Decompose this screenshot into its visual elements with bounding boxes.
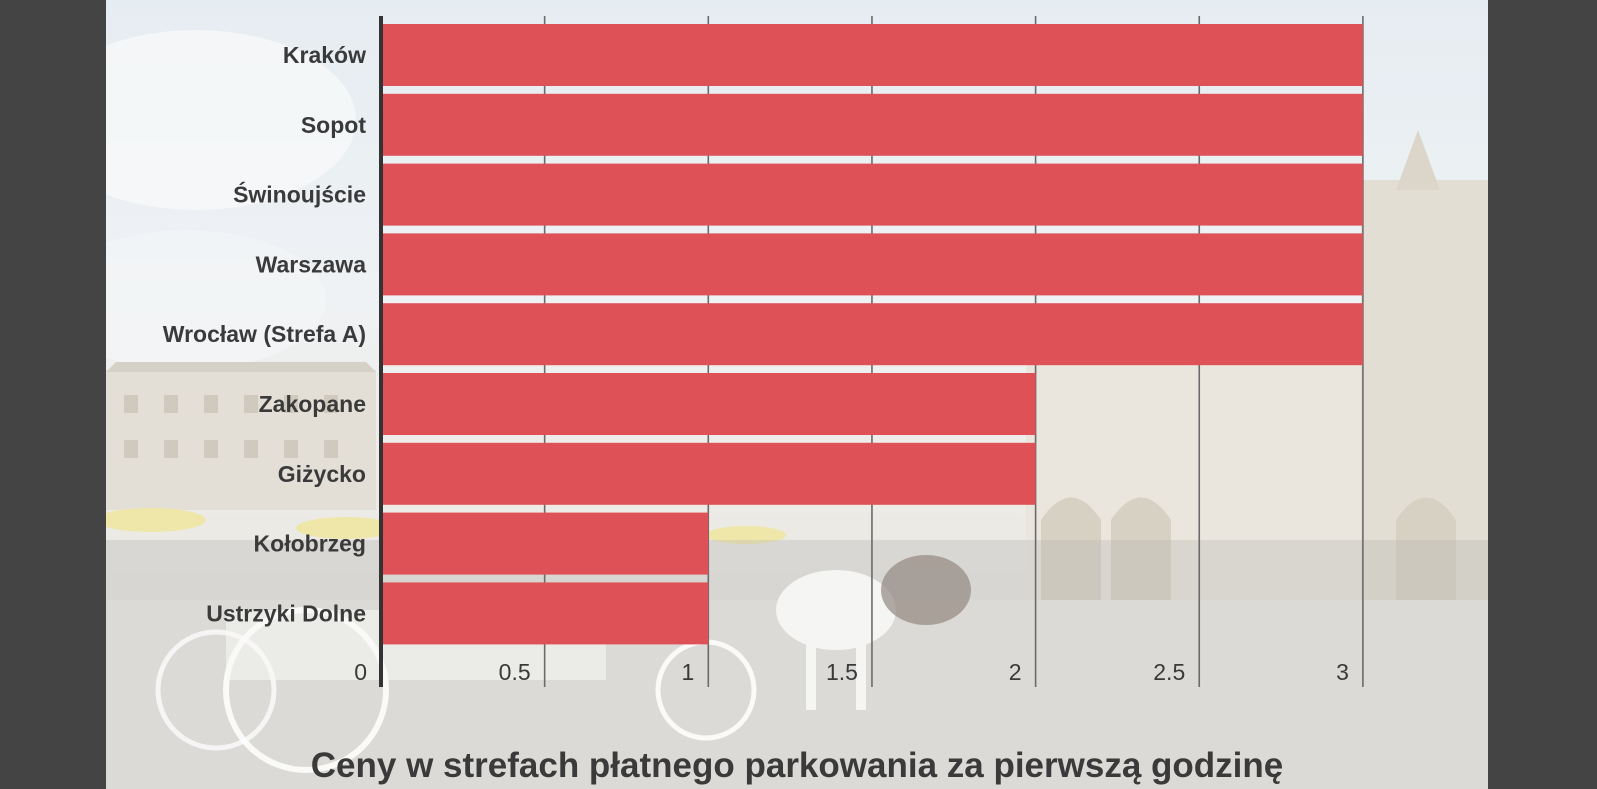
category-label: Ustrzyki Dolne — [206, 600, 366, 626]
chart-panel: Kraków Sopot Świnoujście Warszawa Wrocław (S… — [106, 0, 1488, 789]
category-label: Giżycko — [278, 461, 366, 487]
bar — [381, 373, 1036, 435]
x-tick-label: 1 — [682, 659, 695, 685]
x-tick-label: 0.5 — [499, 659, 531, 685]
chart-title: Ceny w strefach płatnego parkowania za p… — [310, 746, 1284, 785]
bar — [381, 303, 1363, 366]
bar — [381, 512, 709, 575]
bar — [381, 233, 1363, 296]
category-label: Sopot — [301, 112, 366, 138]
category-label: Świnoujście — [233, 181, 366, 208]
bar — [381, 442, 1036, 505]
x-tick-label: 3 — [1336, 659, 1349, 685]
bar-chart: Kraków Sopot Świnoujście Warszawa Wrocław (S… — [163, 16, 1364, 687]
category-label: Kraków — [283, 42, 366, 68]
x-tick-label: 1.5 — [826, 659, 858, 685]
bars — [381, 24, 1363, 645]
category-label: Zakopane — [259, 391, 366, 417]
category-label: Kołobrzeg — [254, 531, 366, 557]
bar — [381, 582, 709, 645]
category-label: Warszawa — [256, 251, 367, 277]
x-tick-label: 2 — [1009, 659, 1022, 685]
category-labels: Kraków Sopot Świnoujście Warszawa Wrocław (S… — [163, 42, 367, 626]
bar — [381, 163, 1363, 226]
bar — [381, 24, 1363, 86]
x-tick-label: 0 — [354, 659, 367, 685]
category-label: Wrocław (Strefa A) — [163, 321, 366, 347]
x-tick-label: 2.5 — [1153, 659, 1185, 685]
bar — [381, 93, 1363, 156]
x-tick-labels: 0 0.5 1 1.5 2 2.5 3 — [354, 659, 1349, 685]
